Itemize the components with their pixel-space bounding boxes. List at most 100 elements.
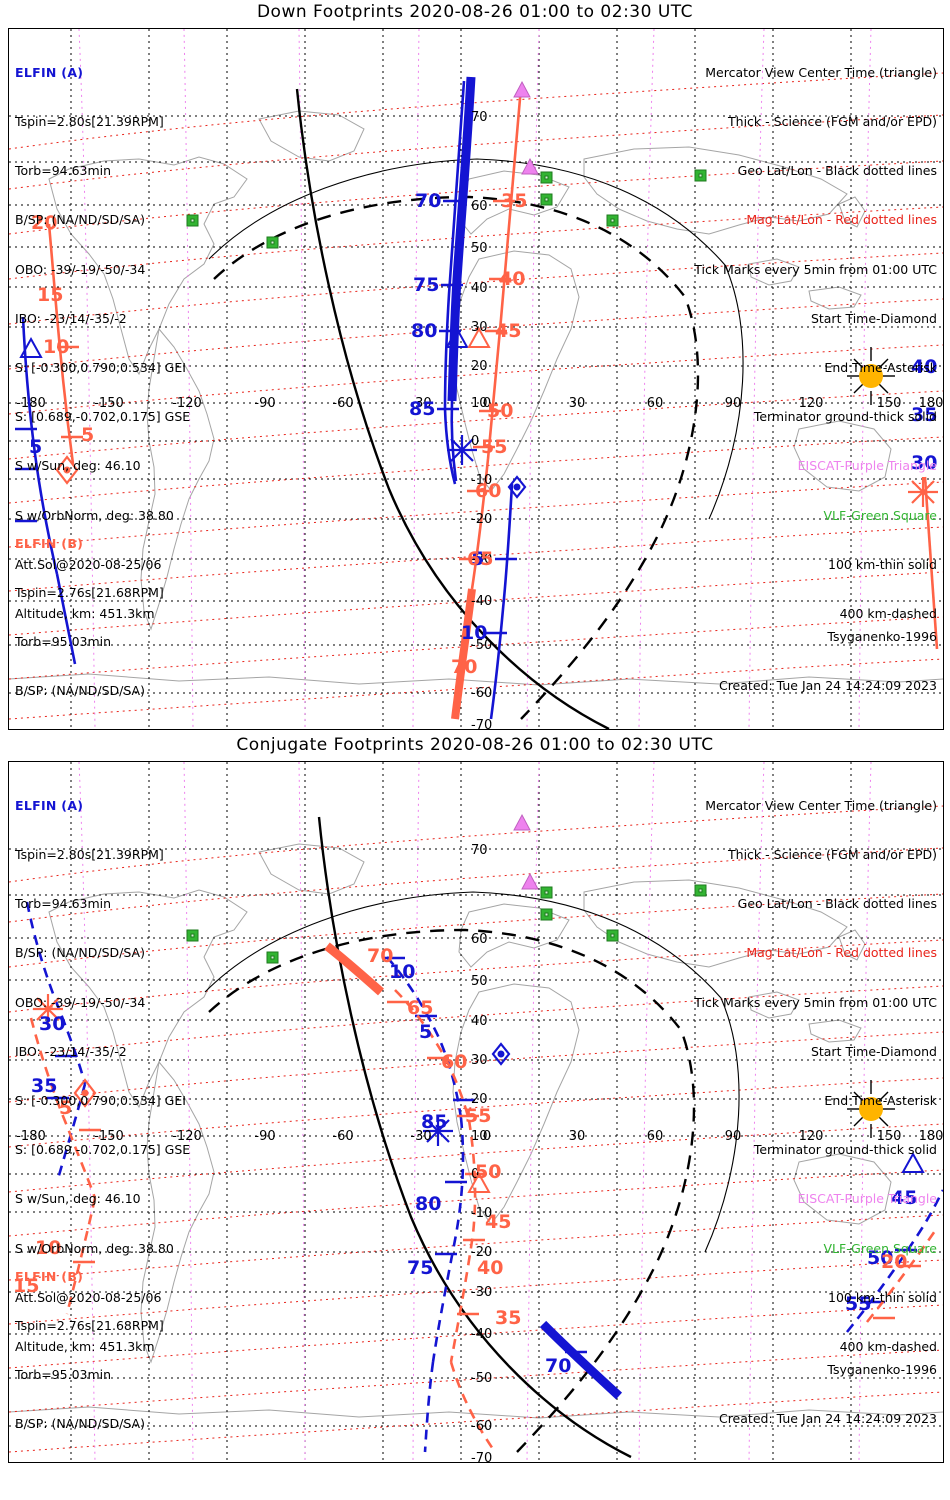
legend-item: Tick Marks every 5min from 01:00 UTC [694,994,937,1010]
track-elfin-a-down [15,76,527,720]
lon-labels-down: -180 -150 -120 -90 -60 -30 0 30 60 90 12… [16,396,943,411]
elfin-a-line: OBO: -39/-19/-50/-34 [15,994,146,1010]
end-marker-asterisk-a-down [447,435,477,465]
elfin-a-line: Tspin=2.80s[21.39RPM] [15,847,164,863]
track-labels-b-down: 35 40 45 50 55 60 65 70 20 15 10 5 [31,190,527,678]
terminator-ground-down [208,88,744,729]
svg-text:30: 30 [569,1129,586,1144]
svg-text:60: 60 [647,1129,664,1144]
panel-down-footprints: Down Footprints 2020-08-26 01:00 to 02:3… [0,0,950,740]
svg-text:80: 80 [411,320,437,342]
start-marker-diamond-a-down [507,475,527,499]
svg-text:5: 5 [81,424,94,446]
svg-text:5: 5 [59,1097,72,1119]
svg-text:40: 40 [911,356,937,378]
svg-text:-50: -50 [471,1371,492,1386]
end-marker-asterisk-a-conj [423,1116,453,1146]
svg-text:-120: -120 [172,1129,202,1144]
svg-text:35: 35 [495,1307,521,1329]
svg-text:65: 65 [407,997,433,1019]
elfin-a-line: S: [-0.300,0.790,0.534] GEI [15,1093,186,1109]
svg-text:180: 180 [919,396,943,411]
svg-text:15: 15 [13,1275,39,1297]
svg-text:55: 55 [845,1293,871,1315]
track-labels-b-conj: 70 65 60 55 50 45 40 35 5 10 15 20 [13,945,907,1329]
elfin-a-header-conj: ELFIN (A) [15,797,84,813]
created-timestamp: Created: Tue Jan 24 14:24:09 2023 [718,1410,937,1426]
svg-text:5: 5 [29,436,42,458]
svg-text:5: 5 [471,548,484,570]
svg-text:70: 70 [451,656,477,678]
legend-item: 400 km-dashed [839,606,937,622]
elfin-a-line: Altitude, km: 451.3km [15,1339,155,1355]
svg-text:0: 0 [483,396,491,411]
svg-text:-150: -150 [94,396,124,411]
svg-text:45: 45 [891,1187,917,1209]
elfin-a-line: S: [0.689,-0.702,0.175] GSE [15,409,191,425]
svg-text:40: 40 [471,281,488,296]
svg-text:45: 45 [485,1211,511,1233]
elfin-a-line: Att.Sol@2020-08-25/06 [15,1289,162,1305]
svg-text:30: 30 [39,1013,65,1035]
svg-text:40: 40 [471,1014,488,1029]
svg-text:50: 50 [487,400,513,422]
lat-labels-down: 70 60 50 40 30 20 10 0 -10 -20 -30 -40 -… [471,110,492,729]
svg-text:35: 35 [911,404,937,426]
svg-text:60: 60 [441,1051,467,1073]
legend-item: Thick - Science (FGM and/or EPD) [728,847,937,863]
legend-item: 100 km-thin solid [828,556,937,572]
elfin-a-line: S w/Sun, deg: 46.10 [15,1191,141,1207]
legend-item: Geo Lat/Lon - Black dotted lines [737,896,937,912]
eiscat-markers-conj [513,813,539,890]
credit-conj: Tsyganenko-1996 Created: Tue Jan 24 14:2… [719,1329,937,1460]
svg-text:85: 85 [421,1111,447,1133]
svg-text:120: 120 [799,1129,824,1144]
legend-item: EISCAT-Purple Triangle [797,458,937,474]
svg-text:55: 55 [465,1105,491,1127]
svg-text:35: 35 [31,1075,57,1097]
svg-text:-180: -180 [16,396,46,411]
track-elfin-b-conj [29,942,939,1453]
geo-grid-down [9,29,943,729]
svg-text:-180: -180 [16,1129,46,1144]
elfin-b-line: Tspin=2.76s[21.68RPM] [15,585,164,601]
svg-text:-120: -120 [172,396,202,411]
credit-down: Tsyganenko-1996 Created: Tue Jan 24 14:2… [719,596,937,727]
svg-text:20: 20 [31,212,57,234]
elfin-a-info-conj: ELFIN (A) Tspin=2.80s[21.39RPM] Torb=94.… [15,765,190,1388]
svg-text:70: 70 [367,945,393,967]
panel-title-conj: Conjugate Footprints 2020-08-26 01:00 to… [236,735,714,755]
legend-item: Thick - Science (FGM and/or EPD) [728,114,937,130]
legend-item: Start Time-Diamond [810,1043,937,1059]
svg-text:60: 60 [471,932,488,947]
legend-item: Start Time-Diamond [810,310,937,326]
svg-text:60: 60 [647,396,664,411]
svg-text:60: 60 [475,480,501,502]
terminator-400km-down [213,195,700,720]
elfin-a-line: Torb=94.63min [15,896,112,912]
lon-labels-conj: -180 -150 -120 -90 -60 -30 0 30 60 90 12… [16,1129,943,1144]
legend-item: Geo Lat/Lon - Black dotted lines [737,163,937,179]
legend-item: Mag Lat/Lon - Red dotted lines [746,945,937,961]
elfin-a-line: OBO: -39/-19/-50/-34 [15,261,146,277]
elfin-a-line: IBO: -23/14/-35/-2 [15,1043,127,1059]
legend-item: EISCAT-Purple Triangle [797,1191,937,1207]
svg-text:-60: -60 [332,396,353,411]
svg-text:40: 40 [499,268,525,290]
svg-text:15: 15 [37,284,63,306]
map-frame-down: 70 60 50 40 30 20 10 0 -10 -20 -30 -40 -… [8,28,944,730]
svg-text:-10: -10 [471,473,492,488]
svg-text:-90: -90 [254,396,275,411]
elfin-b-line: Torb=95.03min [15,1367,112,1383]
legend-item: VLF-Green Square [823,507,937,523]
legend-item: Mercator View Center Time (triangle) [705,797,937,813]
elfin-b-line: B/SP: (NA/ND/SD/SA) [15,683,145,699]
legend-item: Mercator View Center Time (triangle) [705,64,937,80]
elfin-b-info-conj: ELFIN (B) Tspin=2.76s[21.68RPM] Torb=95.… [15,1236,190,1462]
start-marker-diamond-b-down [55,455,79,485]
elfin-a-line: S w/OrbNorm, deg: 38.80 [15,507,174,523]
legend-item: Mag Lat/Lon - Red dotted lines [746,212,937,228]
svg-text:30: 30 [569,396,586,411]
svg-text:180: 180 [919,1129,943,1144]
